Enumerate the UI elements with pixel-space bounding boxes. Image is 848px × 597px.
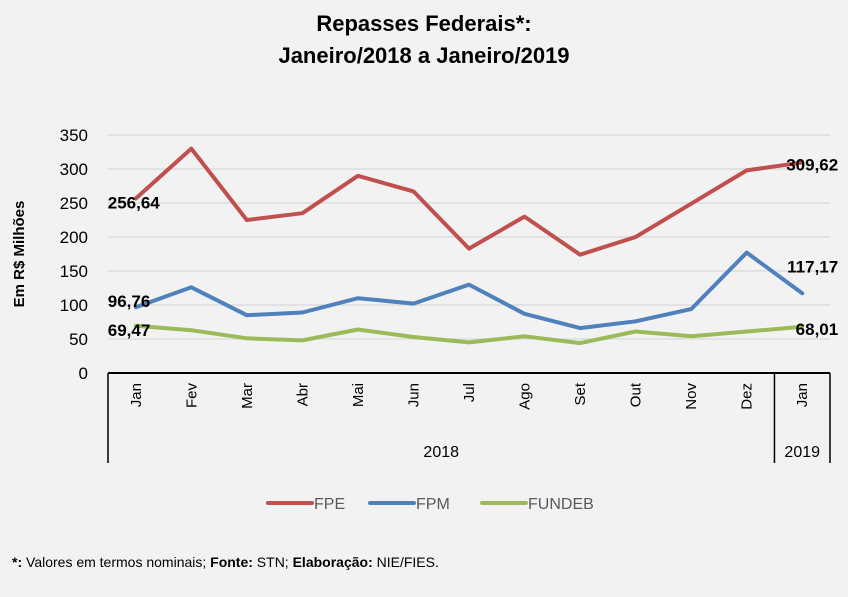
legend-label: FPM: [416, 496, 450, 513]
x-tick-label: Ago: [517, 383, 534, 410]
data-label: 68,01: [796, 320, 839, 339]
x-tick-label: Nov: [683, 383, 700, 410]
x-tick-label: Jul: [461, 383, 478, 402]
data-label: 69,47: [108, 321, 151, 340]
x-tick-label: Fev: [183, 383, 200, 409]
y-tick-label: 350: [60, 126, 88, 145]
footnote: *: Valores em termos nominais; Fonte: ST…: [12, 554, 439, 570]
data-label: 96,76: [108, 292, 151, 311]
y-axis: 0 50 100 150 200 250 300 350: [60, 126, 88, 383]
x-tick-label: Mai: [350, 383, 367, 407]
x-tick-label: Jan: [128, 383, 145, 407]
y-tick-label: 200: [60, 228, 88, 247]
y-tick-label: 250: [60, 194, 88, 213]
y-tick-label: 50: [69, 330, 88, 349]
series-line-fpe: [133, 146, 805, 257]
legend-item-fundeb: FUNDEB: [480, 496, 594, 513]
legend-item-fpm: FPM: [368, 496, 450, 513]
gridlines: [108, 134, 830, 340]
series-lines: [133, 146, 805, 346]
data-labels: 256,64 309,62 96,76 117,17 69,47 68,01: [108, 155, 838, 339]
y-tick-label: 0: [79, 364, 88, 383]
footnote-elaboration-label: Elaboração:: [292, 554, 373, 570]
data-label: 117,17: [787, 257, 838, 276]
chart-title-line-1: Repasses Federais*:: [316, 11, 532, 36]
x-tick-label: Abr: [294, 383, 311, 406]
data-label: 309,62: [786, 155, 838, 174]
x-tick-label: Mar: [239, 383, 256, 409]
footnote-elaboration-value: NIE/FIES.: [372, 554, 439, 570]
footnote-source-value: STN;: [252, 554, 293, 570]
y-tick-label: 150: [60, 262, 88, 281]
x-tick-label: Jun: [405, 383, 422, 407]
series-line-fpm: [133, 250, 805, 331]
x-group-label: 2018: [423, 444, 459, 461]
x-axis: 2018 2019 Jan Fev Mar Abr Mai Jun Jul Ago Set Out No…: [107, 372, 831, 463]
chart-title: Repasses Federais*: Janeiro/2018 a Janei…: [0, 8, 848, 72]
footnote-text: Valores em termos nominais;: [22, 554, 211, 570]
y-axis-label: Em R$ Milhões: [11, 201, 28, 308]
legend-item-fpe: FPE: [266, 496, 345, 513]
data-label: 256,64: [108, 193, 161, 212]
x-tick-label: Out: [628, 382, 645, 407]
y-tick-label: 100: [60, 296, 88, 315]
chart-title-line-2: Janeiro/2018 a Janeiro/2019: [278, 43, 570, 68]
footnote-star: *:: [12, 554, 23, 570]
footnote-source-label: Fonte:: [210, 554, 253, 570]
x-group-label: 2019: [784, 444, 820, 461]
series-line-fundeb: [133, 323, 805, 346]
x-tick-label: Dez: [739, 383, 756, 410]
legend-label: FPE: [314, 496, 345, 513]
x-tick-label: Jan: [794, 383, 811, 407]
y-tick-label: 300: [60, 160, 88, 179]
legend: FPE FPM FUNDEB: [266, 496, 594, 513]
x-tick-label: Set: [572, 382, 589, 405]
legend-label: FUNDEB: [528, 496, 594, 513]
